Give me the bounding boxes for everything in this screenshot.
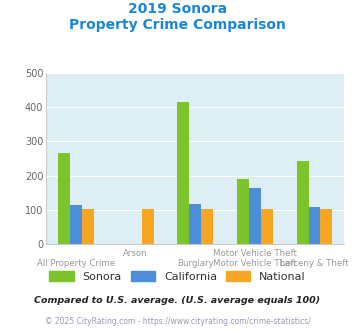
Bar bbox=[249, 187, 261, 244]
Text: Burglary: Burglary bbox=[177, 259, 214, 268]
Bar bbox=[308, 208, 321, 244]
Bar bbox=[142, 209, 153, 244]
Text: 2019 Sonora: 2019 Sonora bbox=[128, 2, 227, 16]
Bar bbox=[237, 179, 249, 244]
Text: Arson: Arson bbox=[123, 249, 148, 258]
Text: All Property Crime: All Property Crime bbox=[37, 259, 115, 268]
Bar bbox=[70, 205, 82, 244]
Bar bbox=[321, 209, 332, 244]
Bar bbox=[261, 209, 273, 244]
Bar bbox=[82, 209, 94, 244]
Text: Motor Vehicle Theft: Motor Vehicle Theft bbox=[213, 249, 297, 258]
Bar bbox=[201, 209, 213, 244]
Text: Property Crime Comparison: Property Crime Comparison bbox=[69, 18, 286, 32]
Legend: Sonora, California, National: Sonora, California, National bbox=[49, 271, 306, 281]
Text: Compared to U.S. average. (U.S. average equals 100): Compared to U.S. average. (U.S. average … bbox=[34, 296, 321, 305]
Text: Larceny & Theft: Larceny & Theft bbox=[280, 259, 349, 268]
Bar bbox=[58, 153, 70, 244]
Bar bbox=[189, 204, 201, 244]
Bar bbox=[297, 161, 308, 244]
Text: Motor Vehicle Theft: Motor Vehicle Theft bbox=[213, 259, 297, 268]
Bar bbox=[178, 102, 189, 244]
Text: © 2025 CityRating.com - https://www.cityrating.com/crime-statistics/: © 2025 CityRating.com - https://www.city… bbox=[45, 317, 310, 326]
